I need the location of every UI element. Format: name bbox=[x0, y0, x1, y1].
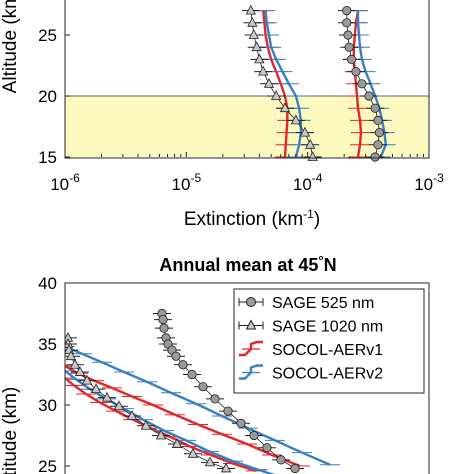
bottom-sage525-point bbox=[158, 314, 168, 325]
bottom-series-layer bbox=[65, 308, 340, 474]
legend-triangle-marker bbox=[245, 319, 257, 330]
bottom-aer1_1020-line bbox=[65, 377, 257, 473]
bottom-ylabel: Altitude (km) bbox=[0, 387, 21, 474]
x-tick-label: 10-6 bbox=[50, 171, 80, 194]
bottom-sage525-point bbox=[187, 369, 197, 380]
y-tick-label: 20 bbox=[38, 87, 57, 106]
top-sage1020-point bbox=[247, 16, 258, 27]
bottom-sage525-point bbox=[262, 443, 272, 453]
bottom-tick-layer: 25 30 35 40 bbox=[38, 274, 70, 474]
y-tick-label: 30 bbox=[38, 396, 57, 415]
y-tick-label: 25 bbox=[38, 457, 57, 474]
top-sage525-point bbox=[370, 103, 380, 113]
panel-bottom: Annual mean at 45°N 25 30 35 40 Altitude (k… bbox=[0, 253, 430, 474]
legend-label: SOCOL-AERv1 bbox=[272, 342, 383, 359]
top-sage1020-point bbox=[251, 41, 262, 52]
bottom-sage1020-point bbox=[126, 410, 138, 420]
top-ylabel: Altitude (km) bbox=[0, 0, 21, 93]
bottom-sage525-point bbox=[159, 323, 169, 333]
top-sage525-point bbox=[344, 42, 354, 52]
bottom-sage525-point bbox=[236, 418, 246, 428]
legend-label: SAGE 1020 nm bbox=[272, 319, 383, 336]
top-xlabel: Extinction (km-1) bbox=[184, 207, 320, 230]
bottom-sage525-point bbox=[276, 455, 286, 465]
top-sage525-point bbox=[373, 115, 383, 126]
legend: SAGE 525 nm SAGE 1020 nm SOCOL-AERv1 SOCOL-… bbox=[233, 288, 425, 394]
bottom-title: Annual mean at 45°N bbox=[159, 253, 336, 275]
bottom-sage1020-point bbox=[90, 383, 102, 394]
bottom-sage1020-point bbox=[140, 419, 152, 430]
bottom-sage1020-point bbox=[204, 456, 216, 467]
top-sage525-point bbox=[342, 6, 352, 16]
legend-box bbox=[233, 288, 425, 394]
bottom-aer1_525-line bbox=[65, 364, 301, 468]
y-tick-label: 25 bbox=[38, 26, 57, 45]
legend-label: SAGE 525 nm bbox=[272, 295, 374, 312]
legend-label: SOCOL-AERv2 bbox=[272, 366, 383, 383]
top-sage1020-point bbox=[290, 114, 302, 125]
y-tick-label: 15 bbox=[38, 148, 57, 167]
top-series-layer bbox=[65, 4, 429, 162]
top-sage1020-point bbox=[245, 4, 256, 15]
bottom-sage1020-point bbox=[171, 438, 183, 448]
top-sage1020-point bbox=[270, 90, 282, 100]
bottom-sage525-point bbox=[210, 394, 220, 404]
top-sage1020-point bbox=[305, 138, 316, 149]
bottom-sage525-point bbox=[198, 382, 208, 392]
shaded-band bbox=[65, 96, 429, 157]
top-sage525-point bbox=[370, 152, 380, 162]
top-sage525-point bbox=[364, 91, 374, 101]
top-sage1020-point bbox=[299, 126, 311, 137]
bottom-sage1020-point bbox=[220, 462, 232, 473]
bottom-sage525-point bbox=[171, 351, 181, 361]
bottom-sage1020-point bbox=[101, 391, 113, 402]
bottom-aer2_1020-line bbox=[65, 369, 276, 474]
bottom-sage1020-point bbox=[81, 374, 93, 385]
bottom-sage525-point bbox=[223, 406, 233, 416]
top-sage525-point bbox=[373, 140, 383, 150]
x-tick-label: 10-4 bbox=[293, 171, 323, 194]
legend-line-marker bbox=[239, 364, 263, 380]
bottom-sage1020-point bbox=[74, 366, 86, 376]
y-tick-label: 40 bbox=[38, 274, 57, 293]
bottom-sage1020-point bbox=[65, 350, 77, 361]
top-sage1020-point bbox=[279, 102, 291, 113]
panel-top: 10-6 10-5 10-4 10-3 15 20 25 Altitude (km) Ext… bbox=[0, 0, 444, 230]
bottom-sage1020-point bbox=[113, 400, 125, 411]
top-sage1020-point bbox=[263, 77, 275, 88]
x-tick-label: 10-5 bbox=[172, 171, 202, 194]
top-sage1020-point bbox=[248, 29, 259, 39]
top-tick-layer: 10-6 10-5 10-4 10-3 15 20 25 bbox=[38, 26, 444, 194]
top-sage525-point bbox=[351, 67, 361, 77]
legend-line-marker bbox=[239, 340, 263, 357]
bottom-sage1020-point bbox=[69, 358, 81, 369]
legend-circle-marker bbox=[246, 297, 256, 307]
top-sage525-point bbox=[343, 30, 353, 40]
top-sage1020-point bbox=[258, 65, 269, 76]
bottom-sage525-point bbox=[178, 360, 188, 370]
top-sage525-point bbox=[346, 54, 357, 65]
bottom-sage525-point bbox=[290, 463, 300, 474]
bottom-aer2_525-line bbox=[65, 345, 331, 466]
top-sage525-point bbox=[342, 18, 352, 28]
bottom-sage1020-point bbox=[155, 429, 167, 440]
top-sage525-point bbox=[374, 128, 384, 138]
bottom-axes-box bbox=[64, 282, 430, 474]
top-sage1020-point bbox=[254, 53, 265, 64]
x-tick-label: 10-3 bbox=[414, 171, 444, 194]
bottom-sage525-point bbox=[249, 430, 259, 441]
top-axes-box bbox=[64, 0, 430, 159]
bottom-sage1020-point bbox=[187, 447, 199, 458]
y-tick-label: 35 bbox=[38, 335, 57, 354]
top-sage525-point bbox=[357, 79, 367, 89]
